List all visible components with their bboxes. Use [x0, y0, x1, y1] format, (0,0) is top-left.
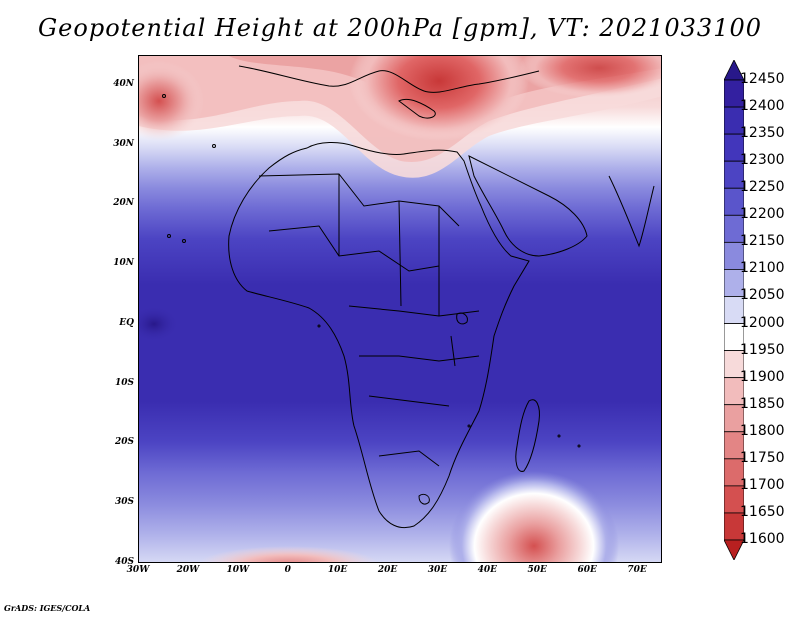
lat-label: 10N: [113, 258, 134, 269]
colorbar-level-label: 11950: [740, 341, 785, 358]
colorbar-bottom-arrow: [724, 539, 744, 560]
lon-label: 50E: [527, 565, 547, 575]
colorbar-level-label: 11700: [740, 476, 785, 493]
map-panel: [138, 55, 662, 563]
colorbar-level-label: 11800: [740, 422, 785, 439]
colorbar: [724, 60, 744, 560]
lat-label: 40N: [113, 78, 134, 89]
lon-label: 20W: [176, 565, 200, 575]
lon-label: 30W: [126, 565, 150, 575]
colorbar-level-label: 12000: [740, 314, 785, 331]
lon-label: 10W: [226, 565, 250, 575]
lon-label: 20E: [377, 565, 398, 575]
colorbar-level-label: 12300: [740, 152, 785, 169]
lon-label: 0: [284, 565, 291, 575]
colorbar-level-label: 11900: [740, 368, 785, 385]
coastlines: [162, 65, 655, 529]
colorbar-level-label: 11600: [740, 531, 785, 547]
atlantic-low: [139, 61, 204, 141]
colorbar-level-label: 11650: [740, 503, 785, 520]
lat-label: EQ: [119, 317, 134, 328]
lat-label: 30N: [113, 138, 134, 149]
lat-label: 20S: [114, 437, 134, 448]
grads-credit: GrADS: IGES/COLA: [4, 603, 91, 613]
colorbar-level-label: 12450: [740, 71, 785, 87]
colorbar-level-label: 12200: [740, 206, 785, 223]
colorbar-level-label: 12350: [740, 125, 785, 142]
lon-label: 10E: [327, 565, 348, 575]
lon-label: 40E: [477, 565, 498, 575]
colorbar-level-label: 12050: [740, 287, 785, 304]
lat-label: 10S: [114, 377, 134, 388]
lon-label: 30E: [427, 565, 448, 575]
colorbar-level-label: 12150: [740, 233, 785, 250]
colorbar-level-label: 12250: [740, 179, 785, 196]
lat-label: 40S: [114, 557, 134, 567]
colorbar-level-label: 11850: [740, 395, 785, 412]
map-title: Geopotential Height at 200hPa [gpm], VT:…: [38, 14, 762, 42]
lat-label: 20N: [113, 198, 134, 209]
lon-label: 60E: [577, 565, 597, 575]
lat-label: 30S: [114, 497, 134, 508]
colorbar-level-label: 12100: [740, 260, 785, 277]
south-indian-low: [449, 471, 619, 562]
colorbar-level-label: 11750: [740, 449, 785, 466]
colorbar-level-label: 12400: [740, 98, 785, 115]
lon-label: 70E: [627, 565, 647, 575]
mediterranean-low: [349, 56, 529, 141]
geopotential-map: [139, 56, 661, 562]
